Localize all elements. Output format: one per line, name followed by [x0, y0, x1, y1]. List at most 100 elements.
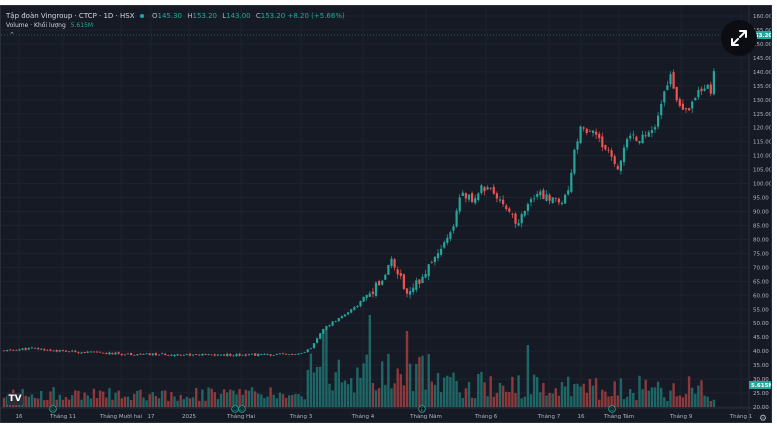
price-tick-label: 55.00 — [753, 307, 769, 313]
last-price-tag — [749, 30, 771, 39]
volume-bar — [272, 394, 275, 407]
volume-bar — [443, 377, 446, 407]
candlestick-chart[interactable]: 160.00 155.00 150.00 145.00 140.00 135.00 130.… — [1, 6, 772, 423]
candle-body — [365, 295, 368, 298]
price-tick-label: 125.00 — [753, 112, 772, 118]
candle-body — [331, 321, 334, 326]
candle-body — [399, 272, 402, 277]
collapse-legend-icon[interactable]: ⌃ — [9, 31, 15, 39]
volume-bar — [43, 400, 46, 407]
price-tick-label: 40.00 — [753, 349, 769, 355]
volume-bar — [232, 390, 235, 407]
candle-body — [613, 156, 616, 164]
candle-body — [582, 127, 585, 129]
candle-body — [427, 264, 430, 277]
volume-bar — [368, 315, 371, 407]
volume-bar — [625, 396, 629, 407]
volume-bar — [328, 383, 331, 407]
candle-body — [421, 276, 424, 284]
volume-bar — [393, 383, 396, 407]
volume-bar — [660, 387, 663, 407]
volume-bar — [573, 384, 576, 407]
candle-body — [362, 296, 365, 302]
tradingview-logo[interactable]: TV — [7, 393, 23, 405]
candle-body — [554, 198, 557, 200]
volume-bar — [40, 390, 43, 407]
volume-bar — [408, 363, 412, 407]
volume-bar — [257, 393, 260, 407]
volume-bar — [229, 389, 232, 407]
volume-bar — [511, 376, 514, 407]
price-tick-label: 100.00 — [753, 182, 772, 188]
volume-bar — [129, 400, 133, 407]
volume-bar — [681, 397, 685, 407]
candle-body — [576, 141, 579, 150]
volume-bar — [663, 397, 666, 407]
candle-body — [402, 274, 405, 289]
candle-body — [604, 145, 607, 150]
gear-icon[interactable]: ⚙ — [759, 414, 768, 423]
candle-body — [477, 193, 480, 200]
candle-body — [83, 352, 86, 354]
candle-body — [151, 353, 154, 356]
volume-bar — [635, 400, 638, 407]
candle-body — [495, 193, 498, 199]
price-tick-label: 140.00 — [753, 70, 772, 76]
volume-bar — [61, 399, 65, 407]
candle-body — [703, 88, 706, 91]
candle-body — [548, 194, 551, 201]
candle-body — [489, 187, 492, 189]
candle-body — [570, 172, 573, 192]
candle-body — [325, 326, 328, 330]
volume-bar — [405, 331, 409, 407]
volume-bar — [49, 391, 52, 407]
candle-body — [176, 354, 179, 356]
candle-body — [650, 130, 653, 133]
volume-bar — [381, 361, 384, 407]
event-marker-label: D — [51, 407, 55, 413]
candle-body — [520, 214, 523, 224]
volume-bar — [712, 399, 716, 407]
volume-bar — [266, 396, 269, 407]
chart-frame[interactable]: 160.00 155.00 150.00 145.00 140.00 135.00 130.… — [0, 5, 772, 423]
volume-bar — [470, 397, 474, 407]
candle-body — [18, 349, 21, 351]
candle-body — [102, 352, 105, 354]
candle-body — [458, 197, 461, 212]
candle-body — [105, 353, 108, 354]
candle-body — [161, 353, 164, 355]
candle-body — [595, 131, 598, 135]
volume-bar — [436, 372, 440, 407]
candle-body — [2, 350, 6, 352]
volume-bar — [148, 394, 151, 407]
event-marker-label: D — [240, 407, 244, 413]
candle-body — [223, 354, 226, 356]
volume-bar — [80, 399, 83, 407]
ohlc-l-value: 143.00 — [226, 12, 251, 20]
ohlc-h-value: 153.20 — [192, 12, 217, 20]
candle-body — [610, 150, 613, 157]
volume-bar — [684, 393, 688, 407]
candle-body — [334, 321, 337, 322]
candle-body — [523, 211, 526, 216]
volume-bar — [157, 398, 161, 407]
time-tick-label: 17 — [148, 414, 155, 420]
candle-body — [672, 72, 675, 89]
volume-bar — [213, 392, 216, 407]
volume-bar — [154, 395, 158, 407]
candle-body — [99, 351, 102, 353]
volume-bar — [464, 388, 468, 407]
candle-body — [446, 237, 449, 243]
candle-body — [644, 135, 647, 137]
volume-bar — [629, 388, 632, 407]
candle-body — [601, 136, 604, 148]
price-tick-label: 130.00 — [753, 98, 772, 104]
candle-body — [269, 354, 272, 356]
fullscreen-button[interactable] — [721, 20, 757, 56]
volume-bar — [2, 397, 6, 407]
event-marker — [608, 405, 616, 413]
time-tick-label: Tháng Mười hai — [99, 413, 143, 420]
candle-body — [71, 350, 74, 352]
candle-body — [588, 130, 591, 132]
candle-body — [210, 354, 213, 356]
